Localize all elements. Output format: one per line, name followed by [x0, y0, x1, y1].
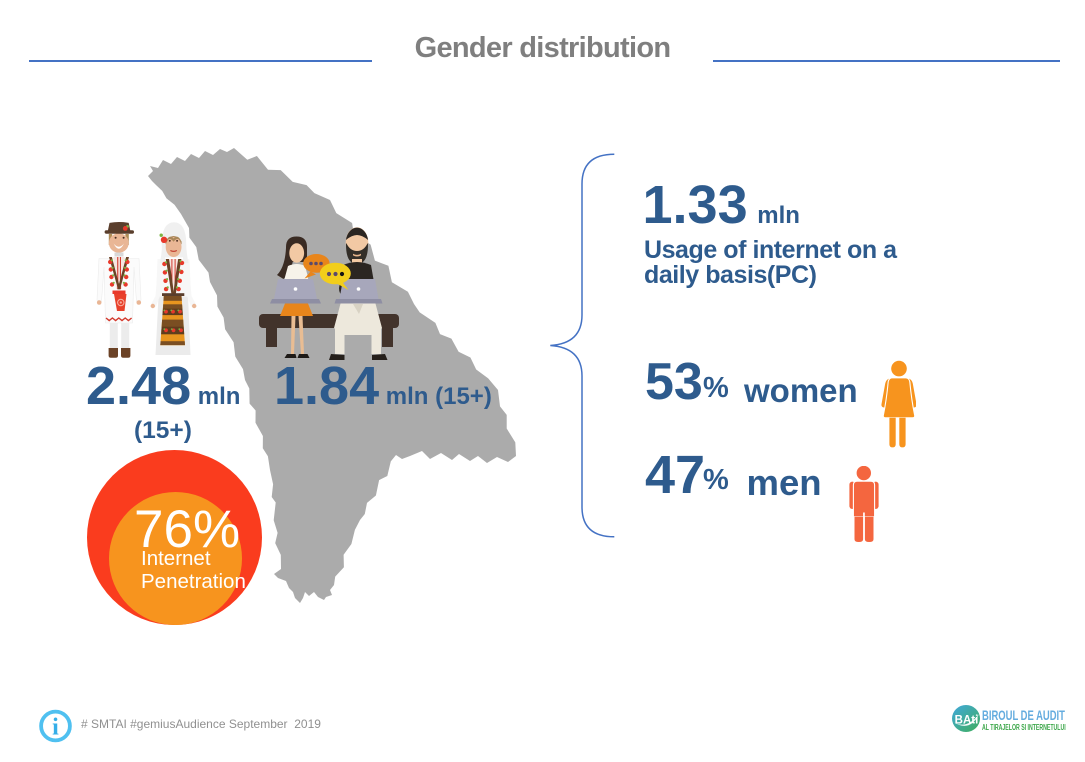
svg-text:BAti: BAti	[955, 715, 979, 727]
svg-text:i: i	[52, 715, 59, 741]
